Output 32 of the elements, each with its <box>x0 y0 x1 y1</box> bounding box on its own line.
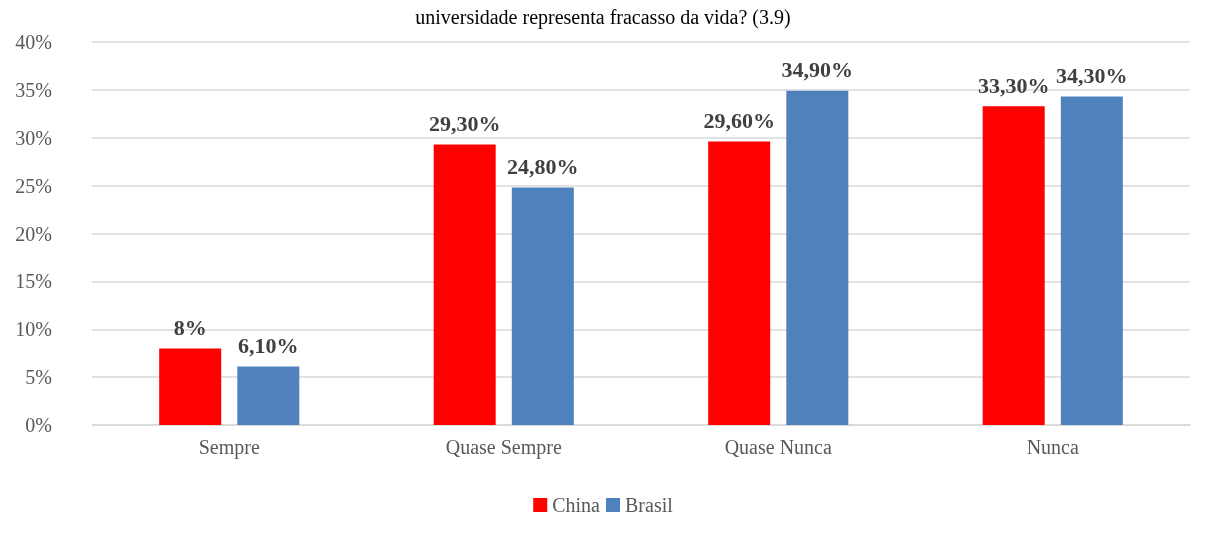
data-label: 33,30% <box>977 72 1050 98</box>
bar <box>511 187 574 425</box>
data-label: 34,30% <box>1056 63 1128 89</box>
x-tick-label: Quase Sempre <box>445 436 562 459</box>
y-tick-label: 10% <box>15 318 52 341</box>
y-tick-label: 5% <box>25 366 52 389</box>
data-label: 29,60% <box>703 108 775 134</box>
y-tick-label: 40% <box>15 31 52 53</box>
bar <box>159 348 222 425</box>
data-label: 29,30% <box>428 110 501 136</box>
bar <box>708 141 771 425</box>
y-tick-label: 25% <box>15 174 52 197</box>
data-label: 34,90% <box>781 57 854 83</box>
data-label: 6,10% <box>238 333 299 359</box>
bar <box>237 366 300 425</box>
y-tick-label: 0% <box>25 414 52 436</box>
x-tick-label: Sempre <box>198 436 260 459</box>
legend-label: Brasil <box>625 494 674 516</box>
chart-title: universidade representa fracasso da vida? (3.9) <box>415 6 791 29</box>
y-tick-label: 15% <box>15 270 52 293</box>
y-tick-label: 30% <box>15 126 52 149</box>
y-tick-label: 35% <box>15 78 52 101</box>
legend-label: China <box>552 494 601 516</box>
bar <box>433 144 496 425</box>
bar <box>982 106 1045 425</box>
x-tick-label: Quase Nunca <box>724 436 832 458</box>
x-tick-label: Nunca <box>1026 436 1079 458</box>
bar <box>786 90 849 425</box>
bar <box>1060 96 1123 425</box>
y-tick-label: 20% <box>15 222 52 245</box>
data-label: 24,80% <box>507 154 579 180</box>
data-label: 8% <box>173 314 207 340</box>
